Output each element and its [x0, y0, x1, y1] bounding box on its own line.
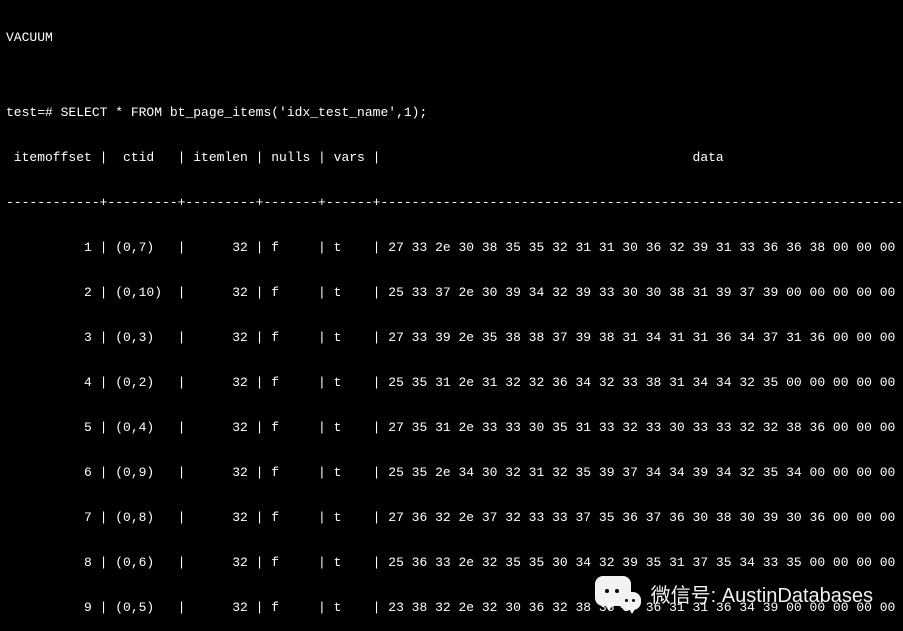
- table-row: 5 | (0,4) | 32 | f | t | 27 35 31 2e 33 …: [6, 420, 897, 435]
- vacuum-line: VACUUM: [6, 30, 897, 45]
- table-row: 2 | (0,10) | 32 | f | t | 25 33 37 2e 30…: [6, 285, 897, 300]
- table-row: 1 | (0,7) | 32 | f | t | 27 33 2e 30 38 …: [6, 240, 897, 255]
- table-row: 3 | (0,3) | 32 | f | t | 27 33 39 2e 35 …: [6, 330, 897, 345]
- watermark: 微信号: AustinDatabases: [595, 576, 873, 616]
- table-row: 6 | (0,9) | 32 | f | t | 25 35 2e 34 30 …: [6, 465, 897, 480]
- table-row: 4 | (0,2) | 32 | f | t | 25 35 31 2e 31 …: [6, 375, 897, 390]
- sql-statement: SELECT * FROM bt_page_items('idx_test_na…: [61, 105, 428, 120]
- table-row: 8 | (0,6) | 32 | f | t | 25 36 33 2e 32 …: [6, 555, 897, 570]
- table-row: 7 | (0,8) | 32 | f | t | 27 36 32 2e 37 …: [6, 510, 897, 525]
- prompt: test=#: [6, 105, 61, 120]
- table-header: itemoffset | ctid | itemlen | nulls | va…: [6, 150, 897, 165]
- watermark-text: 微信号: AustinDatabases: [651, 589, 873, 604]
- prompt-line[interactable]: test=# SELECT * FROM bt_page_items('idx_…: [6, 105, 897, 120]
- wechat-icon: [595, 576, 641, 616]
- terminal-output: VACUUM test=# SELECT * FROM bt_page_item…: [0, 0, 903, 631]
- table-divider: ------------+---------+---------+-------…: [6, 195, 897, 210]
